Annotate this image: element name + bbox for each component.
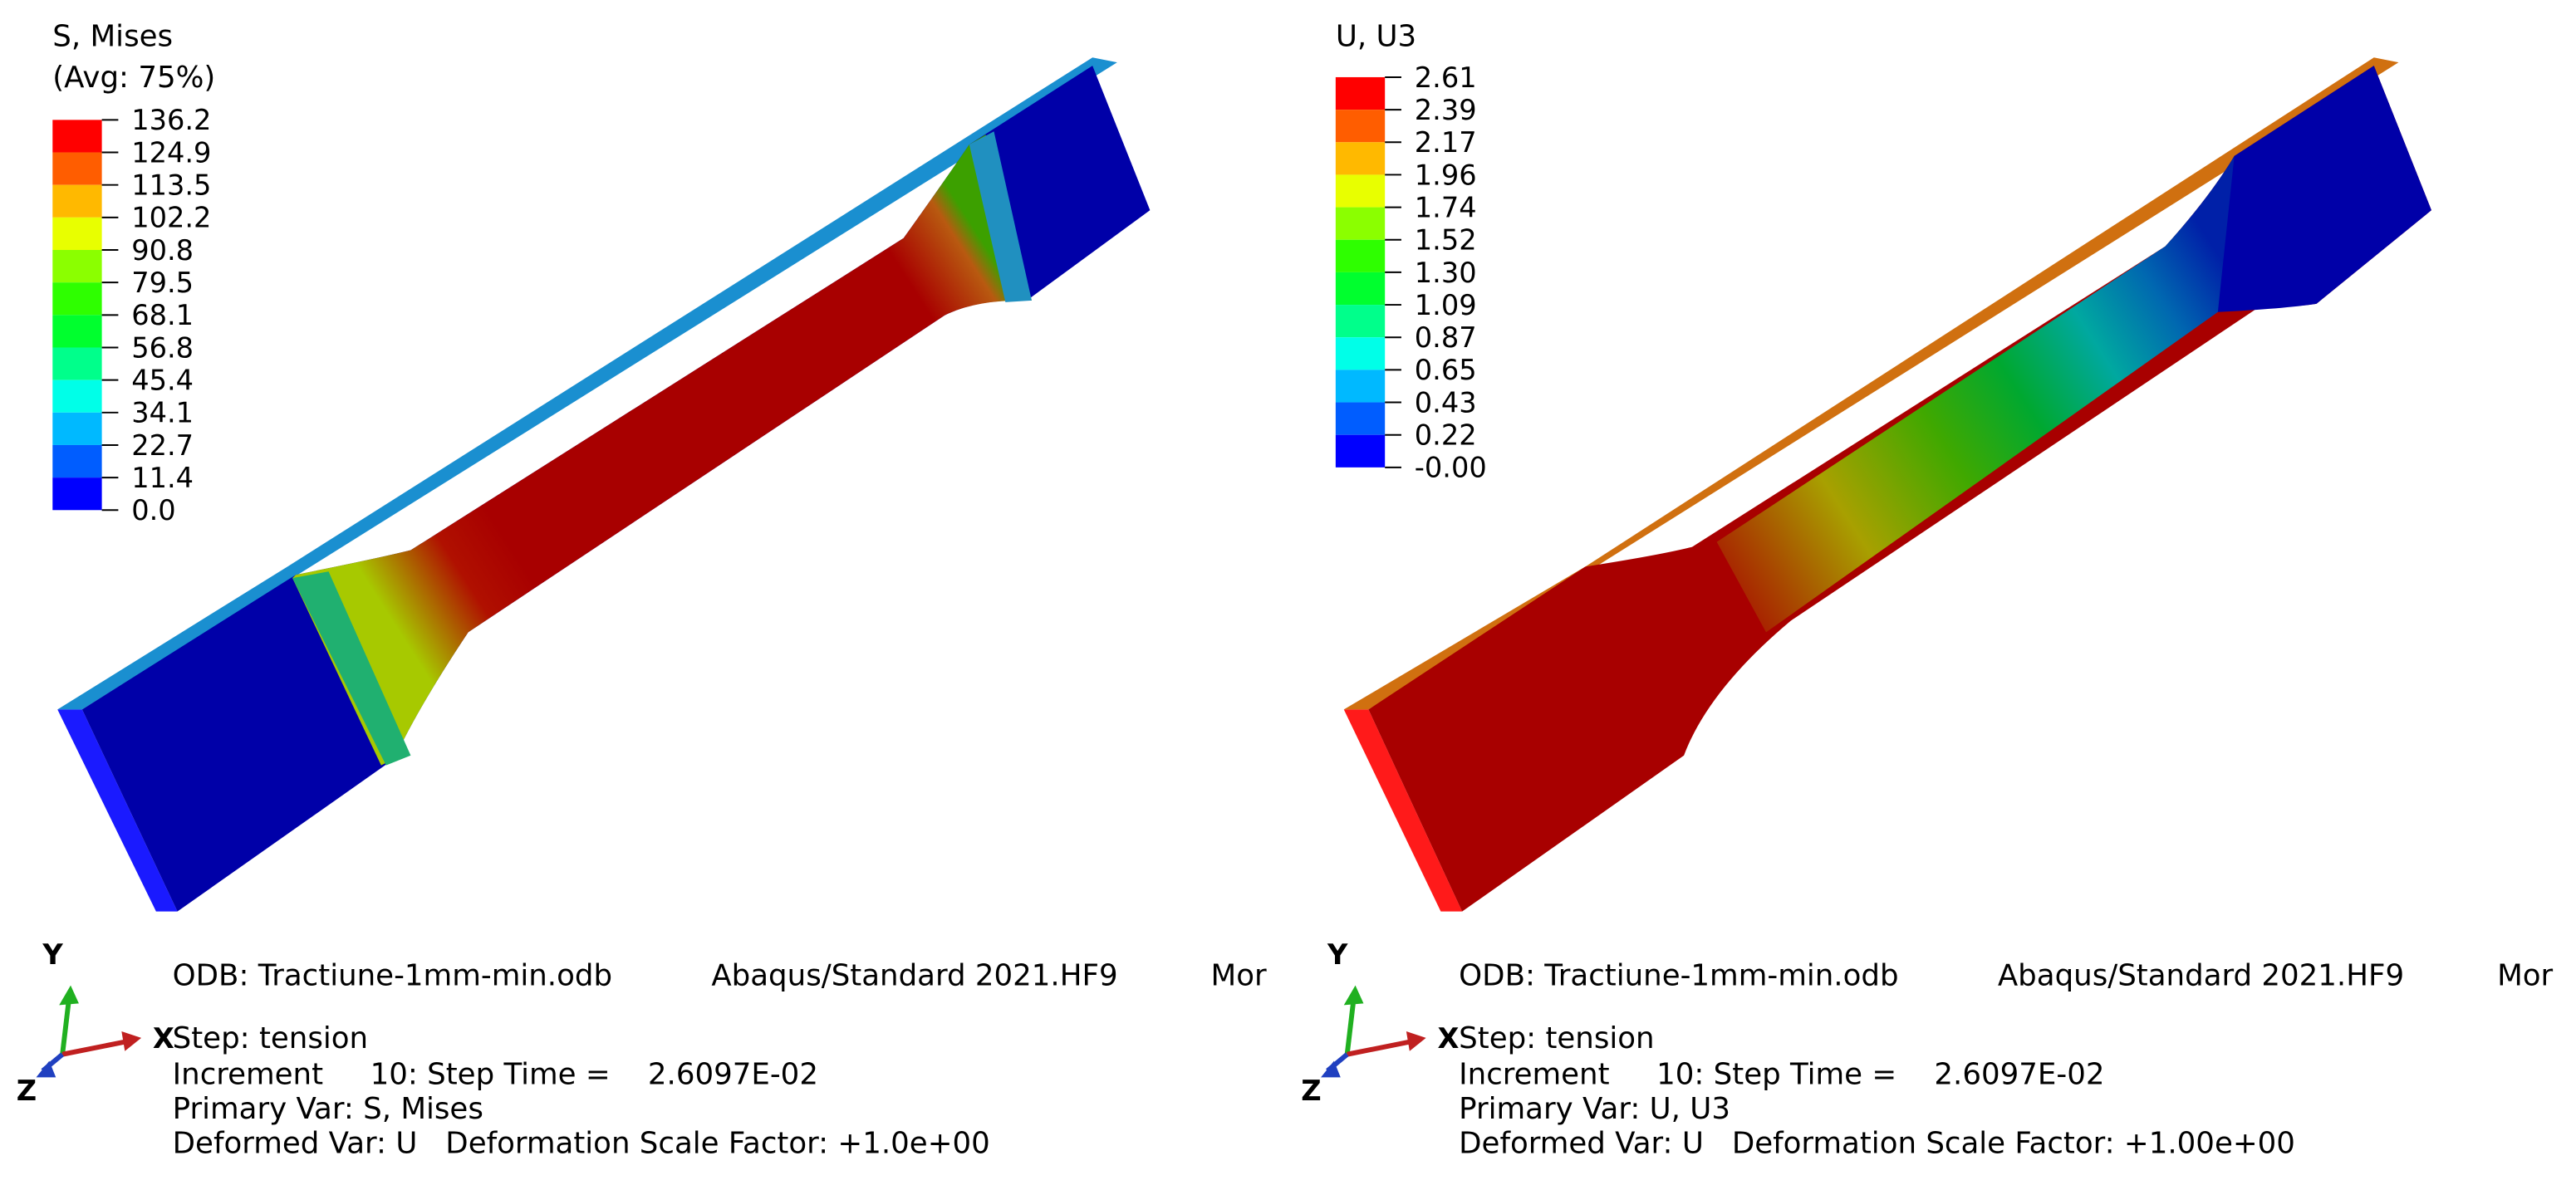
legend-band <box>1335 272 1386 306</box>
legend-band <box>1335 76 1386 110</box>
legend-label: 11.4 <box>131 462 194 494</box>
info-increment: Increment 10: Step Time = 2.6097E-02 <box>1459 1057 2104 1091</box>
legend-label: 136.2 <box>131 104 211 136</box>
axis-label-y: Y <box>42 938 63 971</box>
info-odb: ODB: Tractiune-1mm-min.odb <box>1459 959 1898 993</box>
legend-band <box>52 412 102 445</box>
axis-z-head <box>36 1060 56 1078</box>
legend-label: 22.7 <box>131 429 194 462</box>
legend-label: 56.8 <box>131 331 194 364</box>
legend-band <box>52 217 102 251</box>
legend-label: 79.5 <box>131 267 194 299</box>
legend-label: 0.65 <box>1415 354 1477 386</box>
legend-label: 0.0 <box>131 494 175 526</box>
info-increment: Increment 10: Step Time = 2.6097E-02 <box>173 1057 818 1091</box>
legend-label: 34.1 <box>131 397 194 429</box>
legend-label: 68.1 <box>131 299 194 331</box>
axis-label-z: Z <box>1301 1075 1321 1107</box>
legend-band <box>52 250 102 283</box>
axis-x <box>1347 1038 1414 1057</box>
info-release: Abaqus/Standard 2021.HF9 <box>1998 959 2404 993</box>
axis-x-head <box>1406 1031 1426 1051</box>
axis-y <box>1344 998 1357 1055</box>
info-release: Abaqus/Standard 2021.HF9 <box>711 959 1117 993</box>
legend-label: 1.30 <box>1415 257 1477 289</box>
info-deformed: Deformed Var: U Deformation Scale Factor… <box>173 1126 990 1160</box>
transition <box>969 131 1032 302</box>
axis-label-z: Z <box>17 1075 37 1107</box>
legend-label: 1.09 <box>1415 289 1477 321</box>
legend-band <box>1335 434 1386 468</box>
grip <box>2217 66 2431 312</box>
legend-band <box>1335 337 1386 370</box>
axis-y <box>60 998 72 1055</box>
legend-band <box>1335 239 1386 272</box>
info-primary: Primary Var: S, Mises <box>173 1092 483 1126</box>
specimen-gauge <box>1716 140 2268 633</box>
legend-label: 90.8 <box>131 234 194 267</box>
legend-label: 102.2 <box>131 202 211 234</box>
legend-label: 45.4 <box>131 365 194 397</box>
legend-label: 1.74 <box>1415 191 1477 223</box>
transition <box>292 571 411 766</box>
axis-y-head <box>1343 985 1364 1006</box>
axis-x-head <box>121 1031 142 1051</box>
axis-label-x: X <box>1437 1022 1459 1055</box>
legend-label: 1.52 <box>1415 224 1477 257</box>
axis-y-head <box>59 985 79 1006</box>
axis-label-y: Y <box>1327 938 1348 971</box>
legend-label: 2.39 <box>1415 94 1477 126</box>
specimen-right <box>1343 57 2431 912</box>
info-step: Step: tension <box>173 1021 368 1055</box>
specimen-left <box>57 57 1151 912</box>
specimen-edge <box>1343 709 1463 912</box>
panels: S, Mises (Avg: 75%) 136.2124.9113.5102.290… <box>17 19 2554 1160</box>
legend-band <box>52 184 102 218</box>
legend-band <box>52 347 102 380</box>
legend-band <box>1335 174 1386 208</box>
legend-band <box>52 477 102 511</box>
axis-x <box>61 1038 129 1057</box>
legend-label: 2.61 <box>1415 61 1477 94</box>
info-odb: ODB: Tractiune-1mm-min.odb <box>173 959 612 993</box>
legend-band <box>52 282 102 316</box>
legend-label: 113.5 <box>131 169 211 202</box>
legend-label: 1.96 <box>1415 159 1477 191</box>
legend-title: S, Mises <box>52 19 173 53</box>
panel: S, Mises (Avg: 75%) 136.2124.9113.5102.290… <box>17 19 1267 1160</box>
legend-band <box>52 379 102 413</box>
legend-label: 0.87 <box>1415 321 1477 354</box>
info-date: Mor <box>2497 959 2553 993</box>
specimen-edge <box>57 709 178 912</box>
legend-title: (Avg: 75%) <box>52 61 215 95</box>
legend-band <box>1335 370 1386 403</box>
legend-label: 2.17 <box>1415 126 1477 159</box>
info-deformed: Deformed Var: U Deformation Scale Factor… <box>1459 1126 2295 1160</box>
info-step: Step: tension <box>1459 1021 1654 1055</box>
legend-label: 0.43 <box>1415 386 1477 419</box>
specimen-gauge <box>292 135 1032 766</box>
legend-band <box>1335 207 1386 240</box>
legend-band <box>1335 305 1386 338</box>
legend-band <box>52 120 102 153</box>
specimen-top <box>57 57 1117 710</box>
axis-label-x: X <box>153 1022 174 1055</box>
legend-label: -0.00 <box>1415 452 1487 484</box>
legend-band <box>52 315 102 348</box>
legend-label: 0.22 <box>1415 419 1477 452</box>
legend-band <box>1335 402 1386 435</box>
legend-band <box>1335 142 1386 175</box>
info-date: Mor <box>1211 959 1267 993</box>
legend-label: 124.9 <box>131 136 211 169</box>
legend-band <box>52 152 102 185</box>
panel: U, U3 2.612.392.171.961.741.521.301.090.8… <box>1301 19 2553 1160</box>
info-primary: Primary Var: U, U3 <box>1459 1092 1730 1126</box>
legend-band <box>52 444 102 478</box>
legend-band <box>1335 110 1386 143</box>
specimen-top <box>1343 57 2399 710</box>
legend-title: U, U3 <box>1336 19 1416 53</box>
